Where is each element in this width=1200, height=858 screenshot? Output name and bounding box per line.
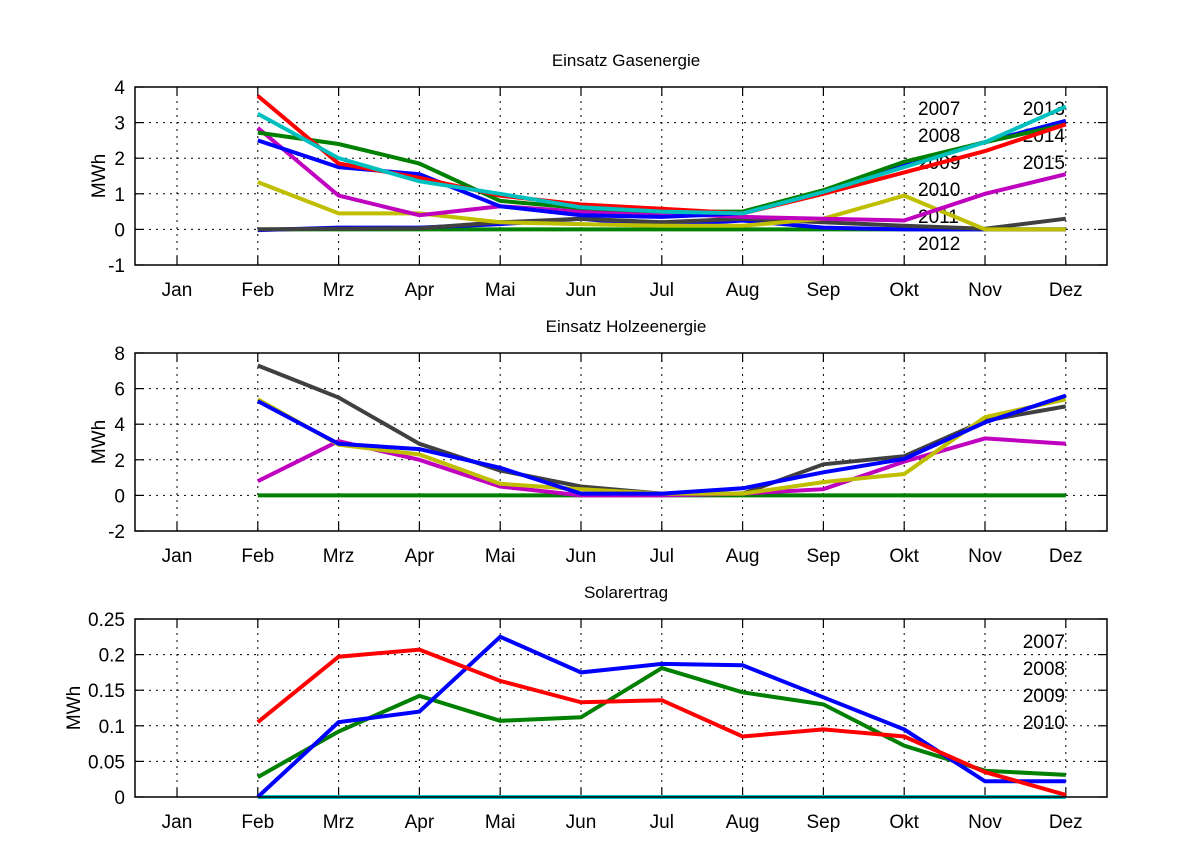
chart-title: Solarertrag xyxy=(584,583,668,602)
legend-entry: 2012 xyxy=(918,234,960,255)
x-tick-label: Apr xyxy=(405,546,435,567)
series-line-2012 xyxy=(257,180,1066,232)
x-tick-label: Feb xyxy=(241,546,274,567)
legend-entry: 2013 xyxy=(1023,99,1065,120)
legend-entry: 2008 xyxy=(1023,659,1065,680)
x-tick-label: Feb xyxy=(241,812,274,833)
series-line-2007 xyxy=(256,647,1067,797)
series-line-2009 xyxy=(256,665,1066,779)
y-tick-label: 0.2 xyxy=(99,646,125,667)
y-tick-label: 4 xyxy=(114,78,125,99)
x-tick-label: Jun xyxy=(566,280,597,301)
gas-energy-chart: Einsatz Gasenergie -1 0 1 2 3 4 Jan Feb Mrz Apr Mai… xyxy=(89,51,1108,301)
x-tick-label: Mai xyxy=(485,546,516,567)
x-tick-label: Jan xyxy=(162,812,193,833)
legend-entry: 2008 xyxy=(918,126,960,147)
y-tick-label: -1 xyxy=(108,256,125,277)
x-tick-label: Dez xyxy=(1049,280,1083,301)
y-tick-label: 0.25 xyxy=(88,610,125,631)
y-tick-label: 0.05 xyxy=(88,752,125,773)
x-tick-label: Feb xyxy=(241,280,274,301)
series-line-series-blue xyxy=(256,393,1067,496)
legend-entry: 2010 xyxy=(1023,713,1065,734)
y-axis-label: MWh xyxy=(89,420,110,464)
x-tick-label: Nov xyxy=(968,812,1002,833)
series-line-2008 xyxy=(256,634,1066,799)
x-tick-label: Sep xyxy=(806,280,840,301)
chart-title: Einsatz Holzeenergie xyxy=(546,317,707,336)
y-tick-label: 6 xyxy=(114,380,125,401)
y-tick-label: 8 xyxy=(114,344,125,365)
x-tick-label: Jun xyxy=(566,546,597,567)
y-tick-label: 0.1 xyxy=(99,717,125,738)
x-tick-label: Jul xyxy=(650,812,674,833)
x-tick-label: Jan xyxy=(162,280,193,301)
x-tick-label: Sep xyxy=(806,546,840,567)
x-tick-label: Mrz xyxy=(323,812,355,833)
y-tick-label: 0 xyxy=(114,220,125,241)
y-tick-label: 0.15 xyxy=(88,681,125,702)
y-axis-label: MWh xyxy=(64,686,85,730)
x-tick-label: Nov xyxy=(968,546,1002,567)
series-line-2010 xyxy=(256,104,1067,216)
x-tick-label: Mai xyxy=(485,280,516,301)
wood-energy-chart: Einsatz Holzeenergie -2 0 2 4 6 8 Jan Feb Mrz Apr M… xyxy=(89,317,1108,567)
x-tick-label: Apr xyxy=(405,280,435,301)
series-line-series-gray xyxy=(257,363,1067,496)
chart-title: Einsatz Gasenergie xyxy=(552,51,700,70)
x-tick-label: Okt xyxy=(889,546,919,567)
legend-entry: 2015 xyxy=(1023,153,1065,174)
solar-yield-chart: Solarertrag 0 0.05 0.1 0.15 0.2 0.25 Jan Feb Mrz A… xyxy=(64,583,1108,833)
x-tick-label: Mrz xyxy=(323,546,355,567)
legend-entry: 2009 xyxy=(1023,686,1065,707)
x-tick-label: Aug xyxy=(726,280,760,301)
x-tick-label: Mrz xyxy=(323,280,355,301)
y-axis-label: MWh xyxy=(89,154,110,198)
legend-entry: 2007 xyxy=(1023,632,1065,653)
x-tick-label: Mai xyxy=(485,812,516,833)
x-tick-label: Nov xyxy=(968,280,1002,301)
x-tick-label: Sep xyxy=(806,812,840,833)
y-tick-label: 0 xyxy=(114,486,125,507)
x-tick-label: Okt xyxy=(889,280,919,301)
plot-frame xyxy=(134,618,1108,798)
x-tick-label: Dez xyxy=(1049,546,1083,567)
y-tick-label: 4 xyxy=(114,415,125,436)
x-tick-label: Okt xyxy=(889,812,919,833)
y-tick-label: 2 xyxy=(114,451,125,472)
y-tick-label: 2 xyxy=(114,149,125,170)
x-tick-label: Jul xyxy=(650,546,674,567)
y-tick-label: 1 xyxy=(114,185,125,206)
x-tick-label: Jun xyxy=(566,812,597,833)
y-tick-label: 3 xyxy=(114,114,125,135)
x-tick-label: Dez xyxy=(1049,812,1083,833)
y-tick-label: -2 xyxy=(108,522,125,543)
x-tick-label: Jan xyxy=(162,546,193,567)
x-tick-label: Jul xyxy=(650,280,674,301)
x-tick-label: Apr xyxy=(405,812,435,833)
x-tick-label: Aug xyxy=(726,812,760,833)
x-tick-label: Aug xyxy=(726,546,760,567)
y-tick-label: 0 xyxy=(114,788,125,809)
series-line-2013 xyxy=(257,216,1067,232)
plot-frame xyxy=(134,86,1108,266)
legend-entry: 2010 xyxy=(918,180,960,201)
plot-frame xyxy=(134,352,1108,532)
legend-entry: 2007 xyxy=(918,99,960,120)
